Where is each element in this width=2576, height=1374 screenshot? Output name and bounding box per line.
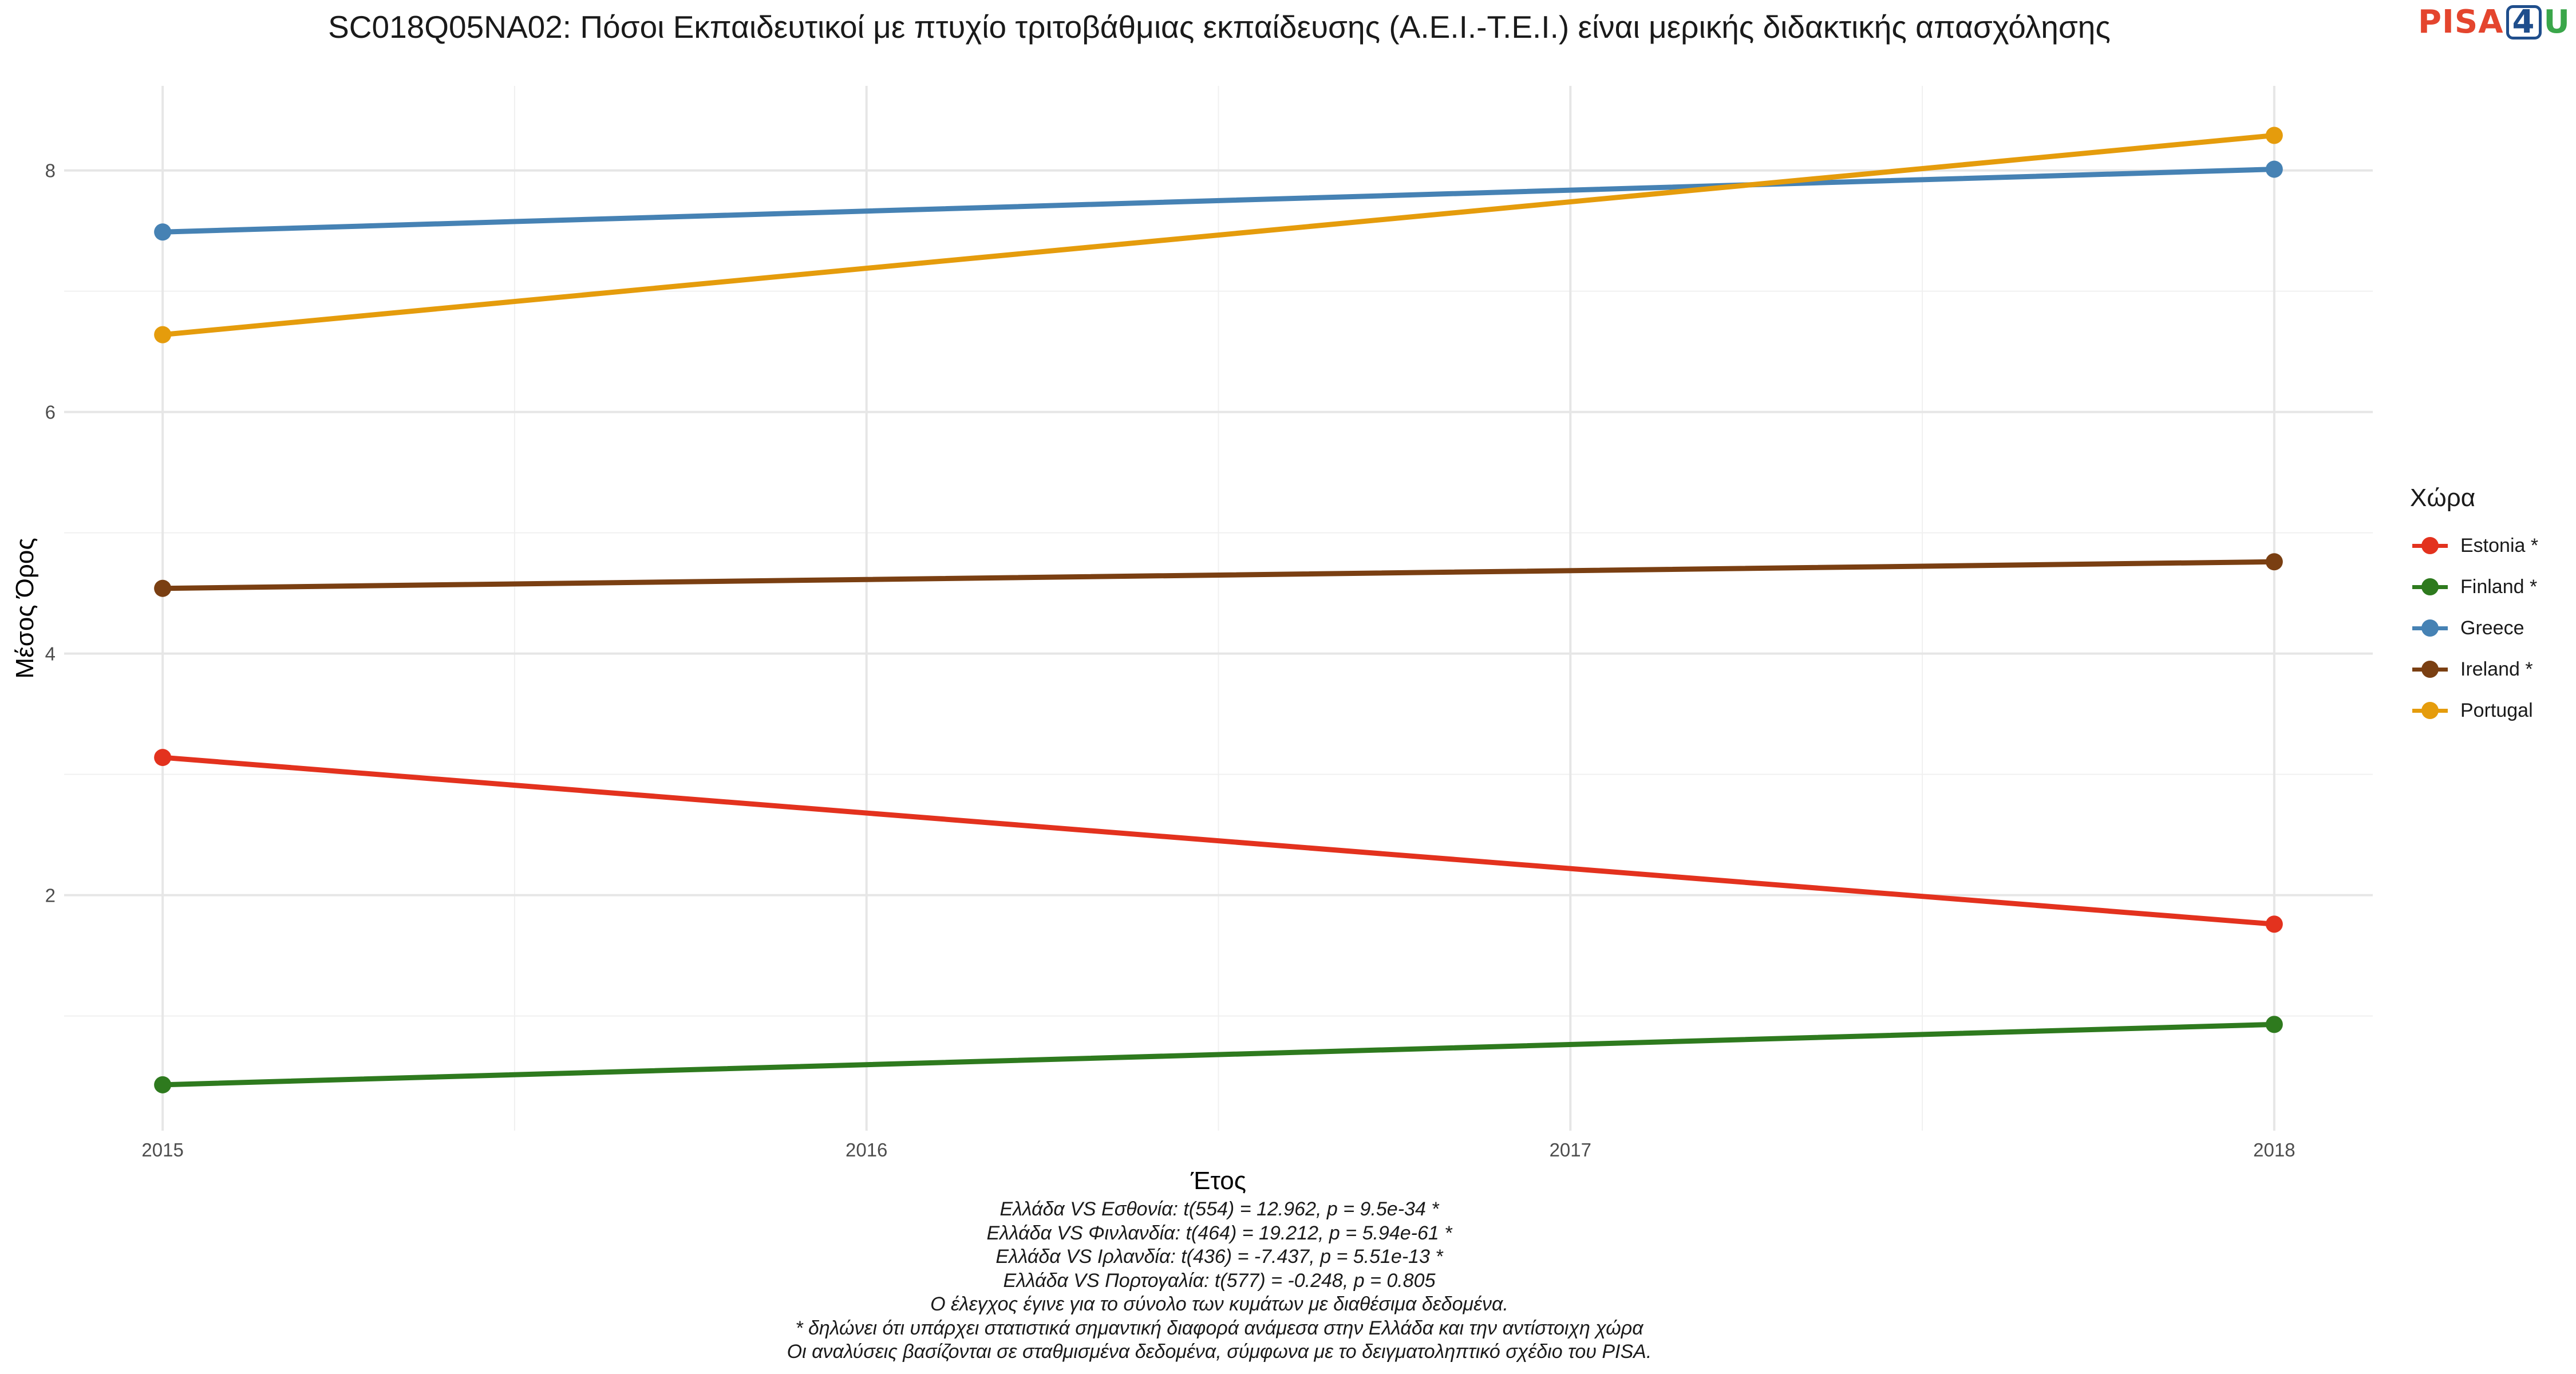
series-line	[160, 133, 2277, 338]
legend-item: Estonia *	[2410, 525, 2538, 566]
data-point	[154, 1076, 172, 1093]
legend-key	[2410, 658, 2450, 681]
footer-line: Οι αναλύσεις βασίζονται σε σταθμισμένα δ…	[787, 1341, 1652, 1363]
data-point	[2265, 915, 2283, 933]
legend: Χώρα Estonia * Finland * Greece Ireland * Po…	[2410, 484, 2538, 731]
logo-text-4: 4	[2506, 5, 2542, 40]
y-tick-label: 4	[45, 643, 56, 665]
footer-line: Ελλάδα VS Εσθονία: t(554) = 12.962, p = …	[999, 1198, 1439, 1220]
series-line	[160, 559, 2277, 591]
data-point	[154, 579, 172, 597]
y-tick-label: 2	[45, 885, 56, 906]
x-axis-title: Έτος	[1190, 1167, 1246, 1195]
data-point	[2265, 127, 2283, 144]
legend-item: Finland *	[2410, 566, 2538, 607]
legend-label: Ireland *	[2460, 658, 2533, 680]
data-point	[154, 749, 172, 767]
legend-item: Ireland *	[2410, 649, 2538, 690]
x-tick-label: 2016	[846, 1139, 887, 1160]
legend-items: Estonia * Finland * Greece Ireland * Portuga…	[2410, 525, 2538, 731]
logo-text-pisa: PISA	[2417, 3, 2504, 41]
data-point	[2265, 553, 2283, 571]
x-tick-label: 2018	[2253, 1139, 2295, 1160]
data-point	[2265, 1016, 2283, 1033]
legend-key	[2410, 534, 2450, 557]
series-line	[160, 1021, 2277, 1088]
pisa4u-logo: PISA 4 U	[2418, 3, 2570, 41]
legend-title: Χώρα	[2410, 484, 2476, 512]
legend-label: Estonia *	[2460, 534, 2539, 556]
legend-label: Greece	[2460, 617, 2524, 639]
footer-line: Ελλάδα VS Ιρλανδία: t(436) = -7.437, p =…	[995, 1246, 1443, 1268]
series-line	[160, 167, 2277, 235]
data-point	[154, 326, 172, 344]
legend-label: Portugal	[2460, 699, 2533, 721]
series-line	[160, 755, 2277, 927]
y-tick-label: 8	[45, 160, 56, 181]
legend-key	[2410, 575, 2450, 598]
y-axis-title: Μέσος Όρος	[11, 538, 39, 678]
legend-key	[2410, 617, 2450, 639]
logo-text-u: U	[2543, 3, 2570, 41]
x-tick-label: 2017	[1550, 1139, 1591, 1160]
chart-title: SC018Q05NA02: Πόσοι Εκπαιδευτικοί με πτυ…	[328, 9, 2111, 45]
footer-line: Ελλάδα VS Φινλανδία: t(464) = 19.212, p …	[986, 1222, 1452, 1244]
legend-key	[2410, 699, 2450, 722]
x-tick-label: 2015	[141, 1139, 183, 1160]
footer-line: * δηλώνει ότι υπάρχει στατιστικά σημαντι…	[795, 1317, 1643, 1339]
legend-item: Greece	[2410, 607, 2538, 649]
footer-notes: Ελλάδα VS Εσθονία: t(554) = 12.962, p = …	[0, 1198, 2439, 1364]
legend-label: Finland *	[2460, 575, 2538, 598]
footer-line: Ο έλεγχος έγινε για το σύνολο των κυμάτω…	[930, 1293, 1508, 1315]
data-point	[154, 223, 172, 241]
y-tick-label: 6	[45, 402, 56, 423]
legend-item: Portugal	[2410, 690, 2538, 731]
footer-line: Ελλάδα VS Πορτογαλία: t(577) = -0.248, p…	[1003, 1269, 1436, 1292]
data-point	[2265, 160, 2283, 178]
